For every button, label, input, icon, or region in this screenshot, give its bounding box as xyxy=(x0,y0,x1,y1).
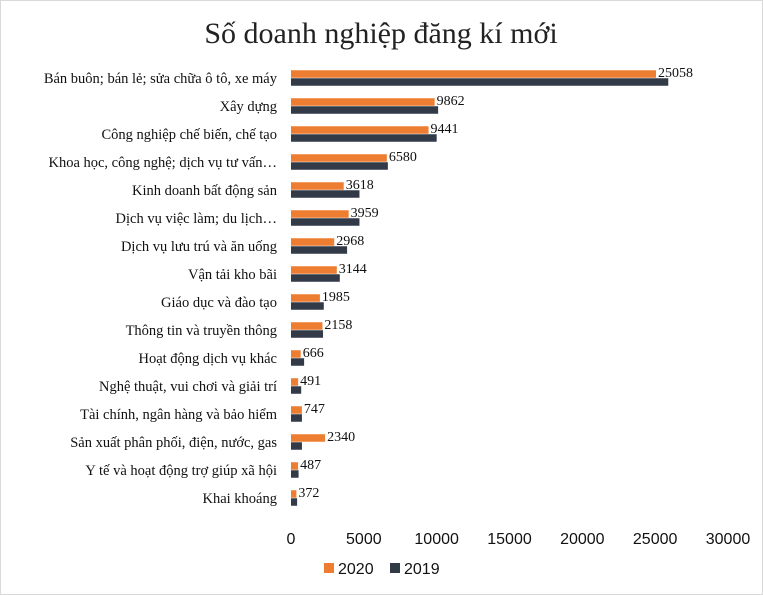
data-label-2020: 25058 xyxy=(658,66,693,81)
bar-2019 xyxy=(291,162,388,170)
legend-item-2020: 2020 xyxy=(338,561,374,578)
bar-2019 xyxy=(291,442,302,450)
data-label-2020: 2158 xyxy=(324,318,352,333)
legend-swatch-2020 xyxy=(324,563,334,573)
bar-2020 xyxy=(291,182,344,190)
category-label: Sản xuất phân phối, điện, nước, gas xyxy=(70,435,277,451)
category-label: Giáo dục và đào tạo xyxy=(161,295,277,311)
data-label-2020: 3959 xyxy=(351,206,379,221)
category-label: Vận tải kho bãi xyxy=(188,267,277,283)
data-label-2020: 2968 xyxy=(336,234,364,249)
x-tick-label: 25000 xyxy=(633,531,678,548)
data-label-2020: 3618 xyxy=(346,178,374,193)
legend-swatch-2019 xyxy=(390,563,400,573)
category-label: Khoa học, công nghệ; dịch vụ tư vấn… xyxy=(48,155,277,171)
bar-2020 xyxy=(291,378,299,386)
data-label-2020: 372 xyxy=(298,486,319,501)
bar-2020 xyxy=(291,434,326,442)
x-tick-label: 15000 xyxy=(487,531,532,548)
bar-2020 xyxy=(291,210,349,218)
bar-2019 xyxy=(291,106,439,114)
data-label-2020: 3144 xyxy=(339,262,367,277)
data-label-2020: 666 xyxy=(303,346,324,361)
data-label-2020: 9862 xyxy=(437,94,465,109)
bar-2019 xyxy=(291,414,302,422)
bar-2020 xyxy=(291,406,302,414)
category-label: Tài chính, ngân hàng và bảo hiểm xyxy=(80,407,278,423)
data-label-2020: 9441 xyxy=(431,122,459,137)
bar-2020 xyxy=(291,266,337,274)
bar-2019 xyxy=(291,302,324,310)
category-label: Hoạt động dịch vụ khác xyxy=(138,351,277,367)
category-label: Dịch vụ lưu trú và ăn uống xyxy=(121,239,277,255)
bar-2019 xyxy=(291,386,302,394)
bar-2020 xyxy=(291,350,301,358)
data-label-2020: 2340 xyxy=(327,430,355,445)
category-label: Công nghiệp chế biến, chế tạo xyxy=(101,127,277,143)
bar-2019 xyxy=(291,330,324,338)
data-label-2020: 487 xyxy=(300,458,321,473)
data-label-2020: 6580 xyxy=(389,150,417,165)
bar-2019 xyxy=(291,246,348,254)
x-tick-label: 0 xyxy=(287,531,296,548)
legend: 2020 2019 xyxy=(324,561,440,578)
bar-2019 xyxy=(291,134,437,142)
category-label: Thông tin và truyền thông xyxy=(126,323,277,339)
bar-2020 xyxy=(291,70,657,78)
category-label: Dịch vụ việc làm; du lịch… xyxy=(116,211,277,227)
x-tick-label: 10000 xyxy=(414,531,459,548)
bar-2019 xyxy=(291,274,340,282)
bar-2019 xyxy=(291,358,305,366)
bar-2020 xyxy=(291,238,335,246)
x-tick-label: 5000 xyxy=(346,531,382,548)
bar-2019 xyxy=(291,190,360,198)
data-label-2020: 491 xyxy=(300,374,321,389)
x-tick-label: 20000 xyxy=(560,531,605,548)
category-label: Kinh doanh bất động sản xyxy=(132,183,278,199)
bar-2020 xyxy=(291,126,429,134)
category-label: Y tế và hoạt động trợ giúp xã hội xyxy=(85,463,277,479)
category-label: Khai khoáng xyxy=(203,491,278,507)
bar-2020 xyxy=(291,154,387,162)
category-label: Bán buôn; bán lẻ; sửa chữa ô tô, xe máy xyxy=(44,71,278,87)
category-label: Nghệ thuật, vui chơi và giải trí xyxy=(99,379,277,395)
legend-item-2019: 2019 xyxy=(404,561,440,578)
bar-2020 xyxy=(291,322,323,330)
chart-title: Số doanh nghiệp đăng kí mới xyxy=(204,17,557,50)
bar-2019 xyxy=(291,498,298,506)
bar-2019 xyxy=(291,78,669,86)
bar-2020 xyxy=(291,98,435,106)
bar-2019 xyxy=(291,218,360,226)
data-label-2020: 1985 xyxy=(322,290,350,305)
bar-2020 xyxy=(291,462,299,470)
x-tick-label: 30000 xyxy=(706,531,751,548)
bar-2019 xyxy=(291,470,299,478)
data-label-2020: 747 xyxy=(304,402,325,417)
plot-area: Bán buôn; bán lẻ; sửa chữa ô tô, xe máy 2… xyxy=(44,66,751,548)
bar-2020 xyxy=(291,490,297,498)
bar-2020 xyxy=(291,294,320,302)
category-label: Xây dựng xyxy=(220,99,277,115)
